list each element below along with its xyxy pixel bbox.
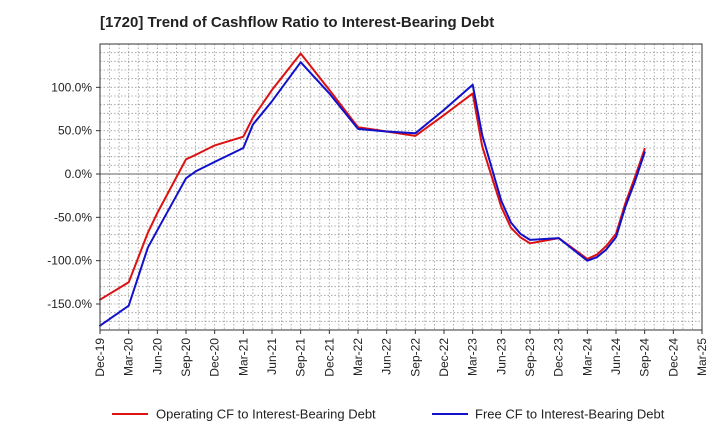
x-tick-label: Dec-24: [666, 338, 680, 377]
x-tick-label: Mar-22: [351, 338, 365, 376]
x-tick-label: Dec-23: [552, 338, 566, 377]
x-tick-label: Sep-23: [523, 338, 537, 377]
x-tick-label: Sep-20: [179, 338, 193, 377]
x-tick-label: Sep-21: [294, 338, 308, 377]
x-tick-label: Jun-23: [494, 338, 508, 375]
x-tick-label: Mar-23: [466, 338, 480, 376]
x-tick-label: Jun-24: [609, 338, 623, 375]
y-tick-label: -100.0%: [47, 254, 92, 268]
x-tick-label: Mar-24: [580, 338, 594, 376]
chart-title: [1720] Trend of Cashflow Ratio to Intere…: [100, 14, 495, 31]
x-tick-label: Jun-22: [380, 338, 394, 375]
legend: Operating CF to Interest-Bearing Debt Fre…: [112, 407, 665, 422]
grid: [99, 43, 703, 330]
y-tick-label: 0.0%: [65, 167, 93, 181]
plot-border: [99, 43, 703, 331]
x-tick-label: Sep-22: [408, 338, 422, 377]
x-tick-label: Mar-25: [695, 338, 709, 376]
x-tick-label: Dec-19: [93, 338, 107, 377]
axes: 100.0% 50.0% 0.0% -50.0% -100.0% -150.0% Dec-1…: [47, 43, 709, 377]
series-line-1: [99, 52, 646, 301]
y-tick-label: -150.0%: [47, 297, 92, 311]
series-layer: [99, 52, 646, 327]
x-tick-label: Jun-21: [265, 338, 279, 375]
x-tick-label: Dec-20: [208, 338, 222, 377]
legend-label-2: Free CF to Interest-Bearing Debt: [475, 407, 665, 422]
x-tick-label: Dec-22: [437, 338, 451, 377]
y-tick-label: -50.0%: [54, 210, 92, 224]
y-tick-label: 50.0%: [58, 124, 92, 138]
x-tick-label: Mar-21: [236, 338, 250, 376]
x-tick-label: Mar-20: [122, 338, 136, 376]
y-tick-label: 100.0%: [51, 80, 92, 94]
legend-label-1: Operating CF to Interest-Bearing Debt: [156, 407, 376, 422]
x-tick-label: Sep-24: [638, 338, 652, 377]
series-line-2: [99, 61, 646, 327]
x-tick-label: Jun-20: [150, 338, 164, 375]
x-tick-label: Dec-21: [322, 338, 336, 377]
